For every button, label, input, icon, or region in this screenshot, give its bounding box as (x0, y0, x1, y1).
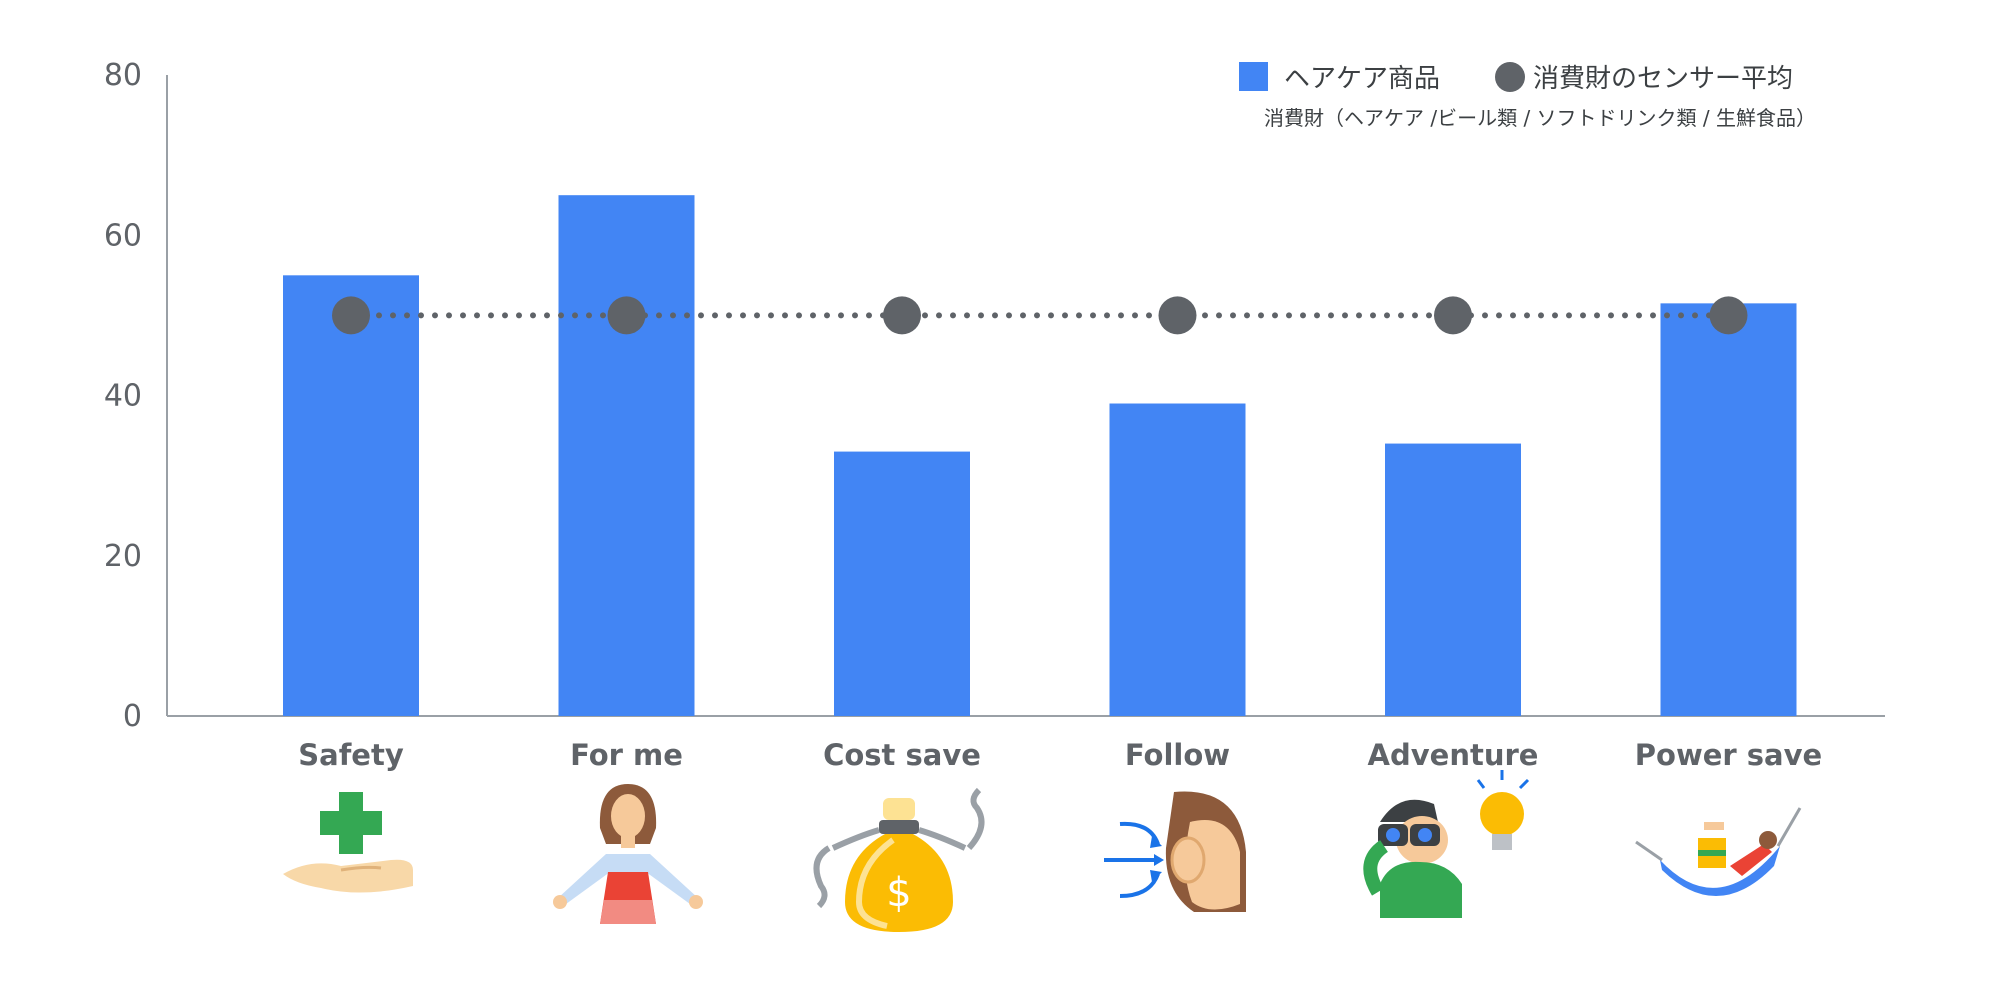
category-labels: Safety For me Cost save Follow Adventure Powe… (298, 738, 1822, 772)
bar (1660, 303, 1797, 716)
average-series (332, 296, 1748, 335)
average-marker (883, 296, 921, 335)
bar (1109, 403, 1246, 716)
category-label: Follow (1125, 738, 1230, 772)
bar (558, 195, 695, 716)
category-label: Adventure (1368, 738, 1539, 772)
category-icons: $ (283, 770, 1802, 932)
category-label: Safety (298, 738, 404, 772)
category-label: Cost save (823, 738, 981, 772)
category-label: For me (570, 738, 683, 772)
listening-ear-icon (1104, 791, 1246, 912)
legend: ヘアケア商品 消費財のセンサー平均 消費財（ヘアケア /ビール類 / ソフトドリ… (1239, 62, 1816, 130)
svg-text:$: $ (886, 870, 911, 916)
legend-swatch-circle (1495, 62, 1525, 92)
y-tick-label: 0 (123, 699, 142, 734)
average-marker (1434, 296, 1472, 335)
bar (834, 451, 970, 716)
bar (1385, 443, 1521, 716)
y-tick-label: 80 (104, 58, 142, 93)
y-tick-labels: 0 20 40 60 80 (104, 58, 142, 734)
average-marker (607, 296, 646, 335)
woman-icon (553, 784, 703, 924)
average-marker (332, 296, 370, 335)
hammock-icon (1635, 807, 1802, 897)
bar-series (283, 195, 1797, 716)
binoculars-lightbulb-icon (1363, 770, 1530, 918)
legend-item-bars: ヘアケア商品 (1239, 62, 1440, 94)
legend-item-average: 消費財のセンサー平均 (1495, 62, 1793, 94)
legend-note: 消費財（ヘアケア /ビール類 / ソフトドリンク類 / 生鮮食品） (1264, 106, 1816, 130)
y-tick-label: 20 (104, 539, 142, 574)
average-marker (1709, 296, 1748, 335)
y-tick-label: 40 (104, 379, 142, 414)
legend-label-average: 消費財のセンサー平均 (1533, 64, 1793, 94)
bar (283, 275, 419, 716)
y-tick-label: 60 (104, 218, 142, 253)
plus-hand-icon (283, 792, 413, 893)
legend-label-bars: ヘアケア商品 (1284, 64, 1440, 94)
money-bag-icon: $ (813, 787, 985, 932)
average-marker (1158, 296, 1197, 335)
legend-swatch-square (1239, 62, 1268, 91)
category-label: Power save (1635, 738, 1822, 772)
